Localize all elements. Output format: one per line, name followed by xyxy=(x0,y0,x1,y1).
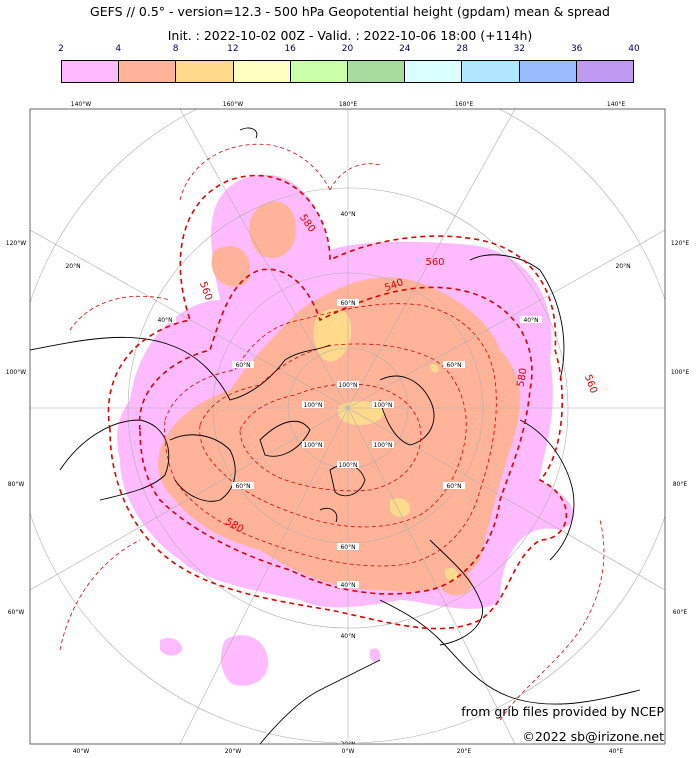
longitude-label: 60°E xyxy=(673,609,688,616)
latitude-label-box xyxy=(612,262,634,269)
colorbar xyxy=(61,60,634,83)
latitude-label: 60°N xyxy=(446,483,461,490)
data-source-credit: from grib files provided by NCEP xyxy=(461,704,664,719)
longitude-label: 160°W xyxy=(223,101,243,108)
latitude-label-box xyxy=(337,299,359,306)
latitude-label-box xyxy=(302,401,324,408)
latitude-label: 60°N xyxy=(340,300,355,307)
latitude-label: 60°N xyxy=(235,362,250,369)
latitude-label-box xyxy=(337,461,359,468)
chart-title: GEFS // 0.5° - version=12.3 - 500 hPa Ge… xyxy=(90,4,610,19)
longitude-label: 120°E xyxy=(671,240,689,247)
height-contours xyxy=(59,143,605,721)
latitude-label: 20°N xyxy=(340,741,355,748)
latitude-label: 100°N xyxy=(304,442,323,449)
colorbar-segment xyxy=(576,61,634,82)
latitude-label: 100°N xyxy=(374,402,393,409)
latitude-label: 60°N xyxy=(235,483,250,490)
colorbar-tick-label: 2 xyxy=(58,44,64,54)
latitude-label-box xyxy=(337,381,359,388)
longitude-labels: 140°W 160°W 180°E 160°E 140°E 40°W 20°W 0°W 20°E… xyxy=(6,101,690,755)
latitude-label-box xyxy=(337,543,359,550)
colorbar-segment xyxy=(176,61,234,82)
colorbar-segment xyxy=(290,61,349,82)
longitude-label: 80°E xyxy=(673,481,688,488)
colorbar-tick-label: 4 xyxy=(115,44,122,54)
latitude-label: 40°N xyxy=(523,317,538,324)
colorbar-segment xyxy=(348,61,406,82)
latitude-label-box xyxy=(520,316,542,323)
colorbar-tick-label: 24 xyxy=(399,44,411,54)
longitude-label: 100°E xyxy=(671,369,689,376)
longitude-label: 20°E xyxy=(457,748,472,755)
latitude-label-box xyxy=(337,210,359,217)
latitude-label: 20°N xyxy=(65,263,80,270)
colorbar-segment xyxy=(119,61,177,82)
colorbar-tick-label: 32 xyxy=(513,44,526,54)
latitude-label: 60°N xyxy=(446,362,461,369)
colorbar-segment xyxy=(405,61,463,82)
copyright-credit: ©2022 sb@irizone.net xyxy=(522,729,664,744)
latitude-label-box xyxy=(62,262,84,269)
colorbar-tick-label: 16 xyxy=(284,44,296,54)
latitude-label: 100°N xyxy=(339,462,358,469)
latitude-label: 100°N xyxy=(374,442,393,449)
latitude-labels: 20°N 20°N 20°N 40°N 40°N 40°N 40°N 40°N 60°N 60°N… xyxy=(62,210,634,748)
latitude-label-box xyxy=(337,632,359,639)
longitude-label: 180°E xyxy=(339,101,357,108)
longitude-label: 120°W xyxy=(6,240,26,247)
colorbar-tick-label: 36 xyxy=(570,44,583,54)
latitude-label-box xyxy=(232,361,254,368)
longitude-label: 140°E xyxy=(607,101,625,108)
latitude-label: 40°N xyxy=(340,582,355,589)
longitude-label: 40°W xyxy=(73,748,90,755)
latitude-label-box xyxy=(372,441,394,448)
latitude-label-box xyxy=(337,740,359,744)
contour-label: 580 xyxy=(515,367,529,388)
colorbar-tick-label: 8 xyxy=(172,44,179,54)
longitude-label: 60°W xyxy=(8,609,25,616)
longitude-label: 80°W xyxy=(8,481,25,488)
latitude-label-box xyxy=(372,401,394,408)
colorbar-segment xyxy=(62,61,120,82)
latitude-label-box xyxy=(232,482,254,489)
latitude-label: 40°N xyxy=(340,633,355,640)
colorbar-tick-label: 20 xyxy=(341,44,354,54)
colorbar-tick-label: 28 xyxy=(456,44,468,54)
longitude-label: 20°W xyxy=(225,748,242,755)
colorbar-tick-label: 40 xyxy=(628,44,640,54)
latitude-label-box xyxy=(337,581,359,588)
map-frame xyxy=(29,108,666,745)
chart-subtitle: Init. : 2022-10-02 00Z - Valid. : 2022-1… xyxy=(167,28,533,43)
longitude-label: 0°W xyxy=(342,748,355,755)
colorbar-tick-label: 12 xyxy=(227,44,239,54)
latitude-label-box xyxy=(154,316,176,323)
latitude-label-box xyxy=(443,361,465,368)
colorbar-segment xyxy=(519,61,577,82)
longitude-label: 140°W xyxy=(71,101,91,108)
latitude-label: 40°N xyxy=(157,317,172,324)
latitude-label: 100°N xyxy=(339,382,358,389)
colorbar-segment xyxy=(462,61,520,82)
latitude-label: 20°N xyxy=(615,263,630,270)
longitude-label: 40°E xyxy=(609,748,624,755)
latitude-label-box xyxy=(443,482,465,489)
contour-label: 560 xyxy=(425,257,444,268)
longitude-label: 160°E xyxy=(455,101,473,108)
colorbar-segment xyxy=(233,61,291,82)
longitude-label: 100°W xyxy=(6,369,26,376)
coastlines xyxy=(30,127,641,744)
latitude-label: 40°N xyxy=(340,211,355,218)
latitude-label: 100°N xyxy=(304,402,323,409)
latitude-label: 60°N xyxy=(340,544,355,551)
latitude-label-box xyxy=(302,441,324,448)
